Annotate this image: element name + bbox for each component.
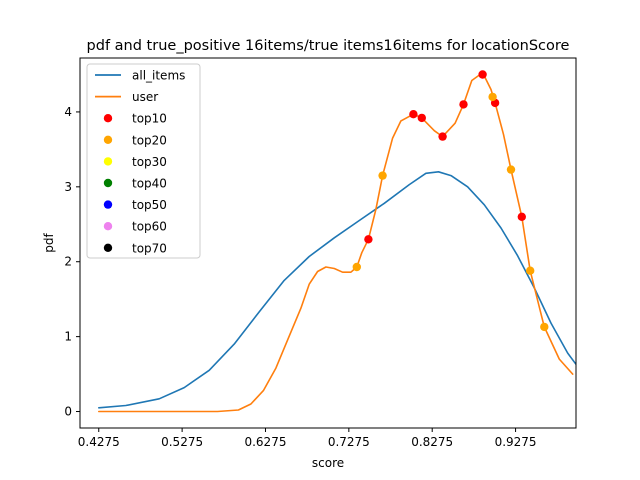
- y-tick-label: 3: [64, 180, 72, 194]
- x-tick-label: 0.9275: [495, 435, 537, 449]
- x-tick-label: 0.7275: [328, 435, 370, 449]
- x-tick-label: 0.6275: [244, 435, 286, 449]
- y-tick-label: 0: [64, 405, 72, 419]
- legend-label-top10: top10: [132, 112, 167, 126]
- legend-label-top20: top20: [132, 133, 167, 147]
- axis-ticks: 0.4275 0.5275 0.6275 0.7275 0.8275 0.9275 0 1 2 3…: [64, 105, 536, 449]
- legend-label-top60: top60: [132, 220, 167, 234]
- legend-swatch-top40: [103, 178, 113, 188]
- x-tick-label: 0.8275: [411, 435, 453, 449]
- x-tick-label: 0.5275: [161, 435, 203, 449]
- legend-swatch-top50: [103, 200, 113, 209]
- y-tick-label: 4: [64, 105, 72, 119]
- y-axis-label: pdf: [42, 233, 56, 253]
- scatter-point-top10: [517, 212, 526, 221]
- legend-swatch-top30: [103, 157, 113, 166]
- x-axis-label: score: [312, 456, 344, 470]
- legend-swatch-top60: [103, 222, 113, 231]
- scatter-point-top10: [409, 110, 418, 119]
- series-line-all_items: [98, 171, 576, 409]
- legend-label-top30: top30: [132, 155, 167, 169]
- y-tick-label: 2: [64, 255, 72, 269]
- y-tick-label: 1: [64, 330, 72, 344]
- chart-title: pdf and true_positive 16items/true items…: [87, 38, 570, 54]
- scatter-point-top10: [417, 113, 426, 123]
- scatter-point-top20: [352, 262, 361, 272]
- series-line-user: [98, 73, 574, 413]
- scatter-point-top20: [506, 165, 516, 174]
- scatter-point-top20: [378, 171, 387, 180]
- legend-swatch-top20: [103, 135, 113, 144]
- plot-area: [98, 70, 576, 413]
- scatter-point-top20: [540, 322, 549, 332]
- scatter-point-top10: [459, 100, 468, 109]
- plot-frame: [79, 57, 577, 429]
- scatter-point-top20: [526, 266, 535, 275]
- legend-label-top50: top50: [132, 198, 167, 212]
- legend-label-top40: top40: [132, 177, 167, 191]
- legend-swatch-top70: [103, 243, 113, 252]
- legend-box: [86, 63, 201, 259]
- scatter-point-top20: [488, 92, 497, 102]
- legend-swatch-top10: [103, 114, 113, 123]
- scatter-point-top10: [364, 235, 373, 244]
- scatter-point-top10: [438, 132, 447, 141]
- x-tick-label: 0.4275: [78, 435, 120, 449]
- legend-label-user: user: [132, 90, 158, 104]
- legend-label-top70: top70: [132, 241, 167, 255]
- scatter-point-top10: [478, 70, 487, 79]
- legend-label-all_items: all_items: [132, 69, 185, 83]
